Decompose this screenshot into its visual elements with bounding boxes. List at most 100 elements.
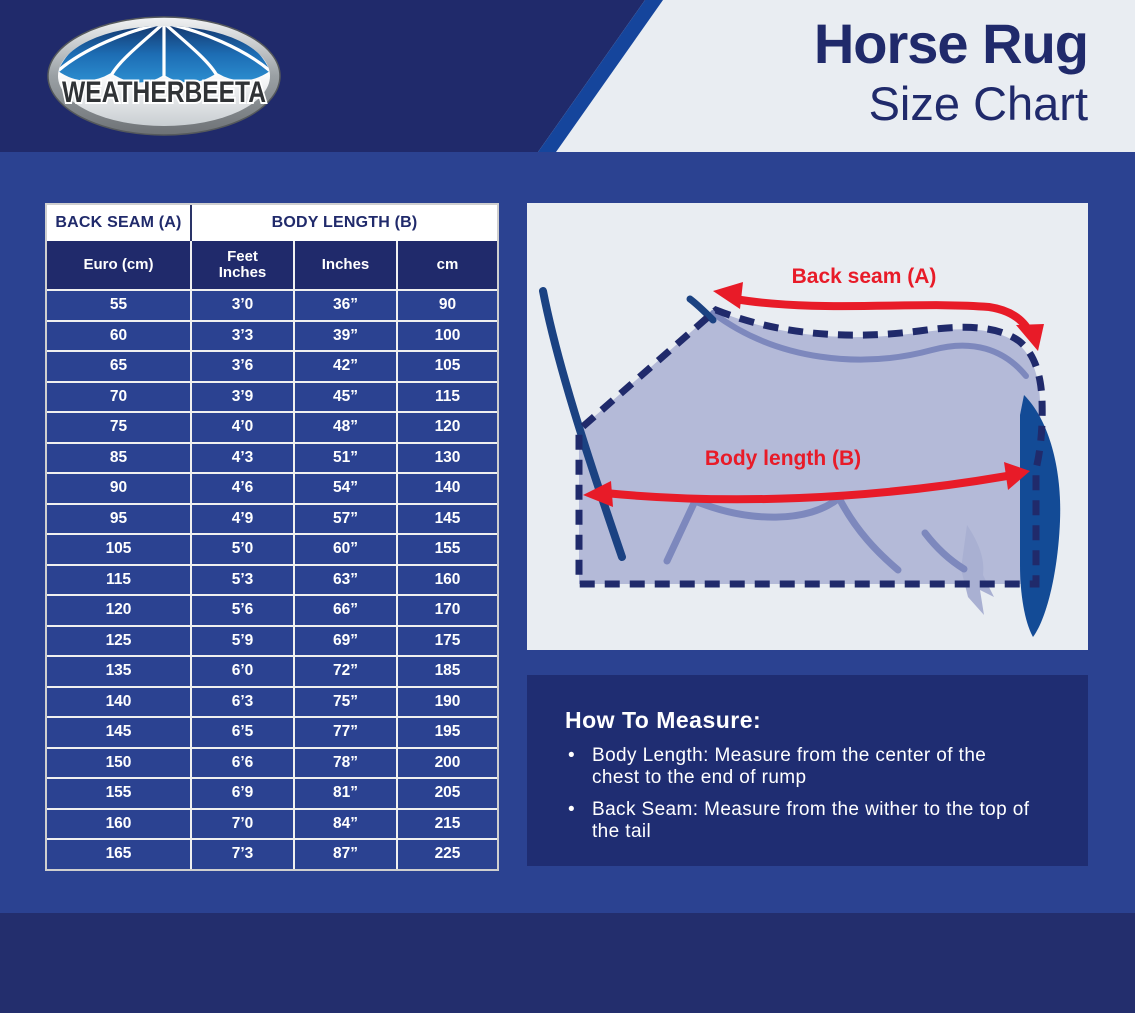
table-cell: 36” — [295, 291, 398, 320]
table-cell: 190 — [434, 692, 461, 710]
horse-legs — [663, 494, 968, 574]
horse-neck-line — [539, 287, 626, 561]
table-cell: 205 — [434, 784, 461, 802]
size-chart-table: BACK SEAM (A) BODY LENGTH (B) Euro (cm) F… — [45, 203, 499, 871]
table-cell: 5’9 — [192, 626, 295, 655]
table-row: 120 5’6 66” 170 — [47, 594, 497, 625]
table-cell: 48” — [295, 413, 398, 442]
table-cell: 5’3 — [192, 565, 295, 594]
table-cell: 225 — [434, 845, 461, 863]
table-cell: 5’6 — [192, 596, 295, 625]
table-cell: 150 — [47, 748, 192, 777]
table-row: 85 4’3 51” 130 — [47, 441, 497, 472]
table-row: 65 3’6 42” 105 — [47, 350, 497, 381]
horse-tail-wisp — [961, 525, 994, 615]
table-cell: 72” — [295, 657, 398, 686]
table-cell: 57” — [295, 504, 398, 533]
table-group-header-row: BACK SEAM (A) BODY LENGTH (B) — [47, 205, 497, 241]
body-length-arrowhead-left — [583, 481, 613, 507]
table-cell: 155 — [47, 779, 192, 808]
horse-wither-line — [686, 295, 717, 324]
table-cell: 160 — [434, 570, 461, 588]
table-cell: 185 — [434, 662, 461, 680]
table-cell: 130 — [434, 448, 461, 466]
table-column-header-row: Euro (cm) Feet Inches Inches cm — [47, 241, 497, 289]
table-cell: 95 — [47, 504, 192, 533]
table-cell: 7’0 — [192, 809, 295, 838]
table-row: 95 4’9 57” 145 — [47, 502, 497, 533]
header: WEATHERBEETA Horse Rug Size Chart — [0, 0, 1135, 152]
table-cell: 115 — [434, 387, 460, 405]
table-cell: 60 — [47, 321, 192, 350]
table-cell: 3’0 — [192, 291, 295, 320]
table-cell: 140 — [47, 687, 192, 716]
table-cell: 140 — [434, 479, 461, 497]
table-row: 90 4’6 54” 140 — [47, 472, 497, 503]
table-cell: 4’0 — [192, 413, 295, 442]
column-header-1: Feet Inches — [192, 241, 295, 289]
list-item: Back Seam: Measure from the wither to th… — [565, 799, 1058, 844]
table-row: 125 5’9 69” 175 — [47, 624, 497, 655]
table-cell: 195 — [434, 723, 461, 741]
table-cell: 6’9 — [192, 779, 295, 808]
table-cell: 78” — [295, 748, 398, 777]
table-row: 165 7’3 87” 225 — [47, 838, 497, 869]
body-length-arrowhead-right — [1004, 462, 1030, 490]
table-row: 75 4’0 48” 120 — [47, 411, 497, 442]
table-cell: 105 — [47, 535, 192, 564]
table-cell: 105 — [434, 357, 461, 375]
umbrella-icon — [58, 26, 270, 83]
body-length-label: Body length (B) — [705, 447, 861, 470]
footer-band — [0, 913, 1135, 1013]
table-cell: 70 — [47, 382, 192, 411]
table-cell: 75 — [47, 413, 192, 442]
table-cell: 77” — [295, 718, 398, 747]
table-row: 145 6’5 77” 195 — [47, 716, 497, 747]
page-title-line1: Horse Rug — [813, 12, 1089, 75]
table-row: 55 3’0 36” 90 — [47, 289, 497, 320]
logo-brand-text: WEATHERBEETA — [62, 76, 266, 109]
horse-tail — [1020, 395, 1061, 637]
column-header-0: Euro (cm) — [47, 241, 192, 289]
table-cell: 63” — [295, 565, 398, 594]
table-cell: 51” — [295, 443, 398, 472]
table-cell: 215 — [434, 814, 461, 832]
table-cell: 175 — [434, 631, 461, 649]
table-cell: 6’3 — [192, 687, 295, 716]
table-cell: 75” — [295, 687, 398, 716]
table-row: 140 6’3 75” 190 — [47, 685, 497, 716]
table-cell: 200 — [434, 753, 461, 771]
table-row: 150 6’6 78” 200 — [47, 746, 497, 777]
how-to-measure-heading: How To Measure: — [565, 707, 762, 733]
back-seam-label: Back seam (A) — [792, 265, 937, 288]
table-cell: 84” — [295, 809, 398, 838]
table-cell: 145 — [47, 718, 192, 747]
table-cell: 6’5 — [192, 718, 295, 747]
table-cell: 90 — [47, 474, 192, 503]
table-cell: 4’6 — [192, 474, 295, 503]
page-title-line2: Size Chart — [868, 77, 1088, 130]
table-cell: 66” — [295, 596, 398, 625]
table-cell: 115 — [47, 565, 192, 594]
list-item: Body Length: Measure from the center of … — [565, 745, 1058, 790]
table-cell: 160 — [47, 809, 192, 838]
body-length-arrow — [604, 472, 1008, 504]
table-row: 135 6’0 72” 185 — [47, 655, 497, 686]
table-cell: 81” — [295, 779, 398, 808]
table-cell: 60” — [295, 535, 398, 564]
table-cell: 120 — [434, 418, 461, 436]
table-cell: 4’9 — [192, 504, 295, 533]
horse-back-line — [710, 310, 1029, 379]
table-cell: 39” — [295, 321, 398, 350]
back-seam-arrow — [734, 295, 1034, 335]
table-cell: 165 — [47, 840, 192, 869]
table-cell: 54” — [295, 474, 398, 503]
table-row: 60 3’3 39” 100 — [47, 319, 497, 350]
table-cell: 85 — [47, 443, 192, 472]
table-cell: 69” — [295, 626, 398, 655]
horse-measurement-diagram: Back seam (A) Body length (B) — [527, 203, 1088, 650]
table-cell: 5’0 — [192, 535, 295, 564]
table-cell: 155 — [434, 540, 461, 558]
body-length-group-header: BODY LENGTH (B) — [271, 214, 418, 231]
how-to-measure-box: How To Measure: Body Length: Measure fro… — [527, 675, 1088, 866]
